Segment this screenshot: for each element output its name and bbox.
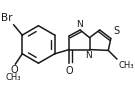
Text: Br: Br [1, 13, 12, 23]
Text: CH₃: CH₃ [6, 73, 21, 81]
Text: N: N [85, 51, 92, 60]
Text: CH₃: CH₃ [119, 61, 134, 70]
Text: O: O [11, 65, 18, 75]
Text: S: S [113, 26, 119, 36]
Text: O: O [65, 66, 73, 76]
Text: N: N [76, 20, 83, 29]
